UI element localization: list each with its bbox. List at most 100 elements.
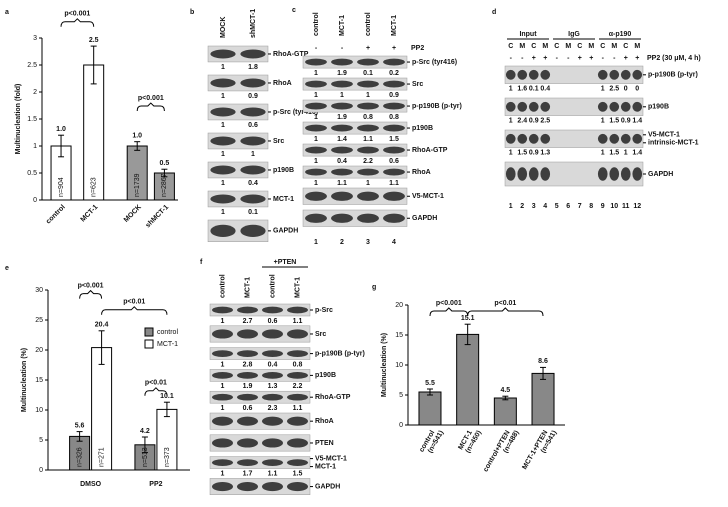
band (287, 329, 308, 339)
y-tick-label: 0 (33, 197, 37, 204)
row-label: MCT-1 (273, 196, 294, 203)
band (287, 481, 308, 492)
band (262, 372, 283, 379)
significance-label: p<0.01 (123, 299, 145, 306)
band (210, 49, 236, 59)
row-label: p-Src (315, 307, 333, 314)
significance-label: p<0.01 (145, 380, 167, 387)
significance-label: p<0.001 (78, 282, 104, 289)
treatment-mark: - (315, 45, 318, 52)
row-label: p-Src (tyr416) (412, 59, 457, 66)
band (212, 329, 233, 339)
quant-label: 1 (314, 70, 318, 77)
lane-number: 3 (532, 203, 536, 210)
lane-label: C (623, 43, 628, 50)
band (212, 306, 233, 314)
y-axis-label: Multinucleation (%) (381, 333, 388, 397)
quant-label: 1.9 (337, 70, 347, 77)
quant-label: 1 (601, 85, 605, 92)
legend-swatch (144, 339, 154, 349)
band (212, 393, 233, 401)
row-label: V5-MCT-1 (315, 455, 347, 462)
quant-label: 0.4 (540, 85, 550, 92)
band (540, 167, 551, 181)
band (331, 102, 353, 110)
band (357, 146, 379, 154)
quant-label: 0.9 (529, 149, 539, 156)
quant-label: 0.6 (248, 122, 258, 129)
lane-label: C (508, 43, 513, 50)
band (517, 133, 528, 144)
quant-label: 1 (509, 85, 513, 92)
band (357, 80, 379, 88)
legend-label: MCT-1 (157, 341, 178, 348)
quant-label: 0.6 (268, 318, 278, 325)
quant-label: 1.6 (517, 85, 527, 92)
panel-label: f (200, 259, 203, 266)
band (331, 191, 353, 201)
band (240, 136, 266, 146)
band (305, 80, 327, 88)
quant-label: 1 (314, 136, 318, 143)
band (331, 146, 353, 154)
quant-label: 1 (340, 92, 344, 99)
quant-label: 2.2 (363, 158, 373, 165)
bar (493, 397, 517, 426)
legend-swatch (144, 327, 154, 337)
panel-label: c (292, 7, 296, 14)
quant-label: 0 (635, 85, 639, 92)
quant-label: 1.8 (248, 64, 258, 71)
treatment-mark: + (366, 45, 370, 52)
band (357, 58, 379, 66)
band (210, 224, 236, 237)
treatment-mark: - (613, 55, 616, 62)
y-tick-label: 20 (35, 347, 43, 354)
value-label: 10.1 (160, 393, 174, 400)
band (212, 350, 233, 357)
quant-label: 0.2 (389, 70, 399, 77)
lane-number: 1 (314, 239, 318, 246)
y-tick-label: 15 (35, 377, 43, 384)
quant-label: 2.8 (243, 361, 253, 368)
value-label: 20.4 (95, 322, 109, 329)
band (287, 393, 308, 401)
significance-label: p<0.001 (64, 11, 90, 18)
quant-label: 1.3 (540, 149, 550, 156)
x-tick-label: DMSO (80, 481, 102, 488)
x-tick-label: MCT-1 (80, 204, 100, 224)
treatment-mark: + (624, 55, 628, 62)
quant-label: 1 (221, 122, 225, 129)
y-tick-label: 5 (399, 392, 403, 399)
band (597, 133, 608, 144)
band (305, 146, 327, 154)
row-label: GAPDH (412, 215, 437, 222)
blot-strip (504, 161, 644, 187)
band (383, 102, 405, 110)
band (528, 69, 539, 80)
lane-number: 11 (622, 203, 630, 210)
y-tick-label: 3 (33, 35, 37, 42)
quant-label: 1 (221, 318, 225, 325)
panel-label: d (492, 9, 496, 16)
band (357, 191, 379, 201)
lane-label: MCT-1 (391, 15, 398, 36)
significance-label: p<0.01 (494, 300, 516, 307)
treatment-mark: + (392, 45, 396, 52)
y-tick-label: 25 (35, 317, 43, 324)
row-label: RhoA (273, 80, 292, 87)
band (517, 69, 528, 80)
y-tick-label: 10 (35, 407, 43, 414)
quant-label: 1.1 (363, 136, 373, 143)
group-label: α-p190 (609, 31, 632, 38)
band (505, 167, 516, 181)
quant-label: 1.7 (243, 470, 253, 477)
band (383, 213, 405, 223)
row-label: p-p190B (p-tyr) (315, 350, 365, 357)
band (609, 133, 620, 144)
significance-bracket (101, 306, 168, 315)
quant-label: 1 (221, 180, 225, 187)
band (383, 58, 405, 66)
quant-label: 0.9 (248, 93, 258, 100)
treatment-mark: - (521, 55, 524, 62)
quant-label: 1 (314, 114, 318, 121)
